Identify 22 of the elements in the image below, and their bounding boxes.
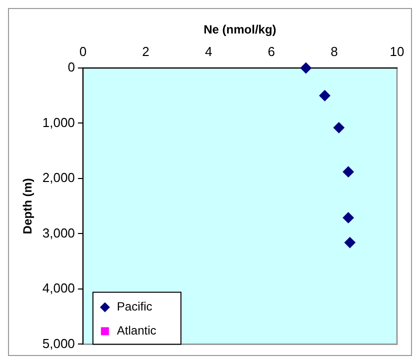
x-axis-title: Ne (nmol/kg) (204, 22, 276, 37)
y-tick-label: 4,000 (42, 280, 75, 296)
point (319, 90, 330, 102)
point (300, 62, 312, 74)
y-tick-label: 3,000 (42, 225, 75, 240)
x-tick-label: 2 (142, 44, 150, 59)
point (344, 237, 356, 248)
x-tick-label: 10 (390, 44, 404, 59)
y-axis-title: Depth (m) (20, 178, 35, 234)
x-tick-label: 6 (268, 44, 275, 59)
point (342, 212, 354, 224)
y-tick-label: 2,000 (42, 170, 75, 186)
y-tick-label: 5,000 (42, 336, 75, 351)
legend-label: Atlantic (116, 324, 156, 338)
y-tick-label: 0 (68, 60, 75, 75)
legend-label: Pacific (116, 300, 152, 314)
point (342, 166, 354, 178)
x-tick-label: 8 (330, 44, 338, 59)
x-tick-label: 0 (79, 44, 87, 59)
y-tick-label: 1,000 (42, 114, 75, 130)
x-tick-label: 4 (204, 44, 212, 59)
point (333, 122, 344, 134)
